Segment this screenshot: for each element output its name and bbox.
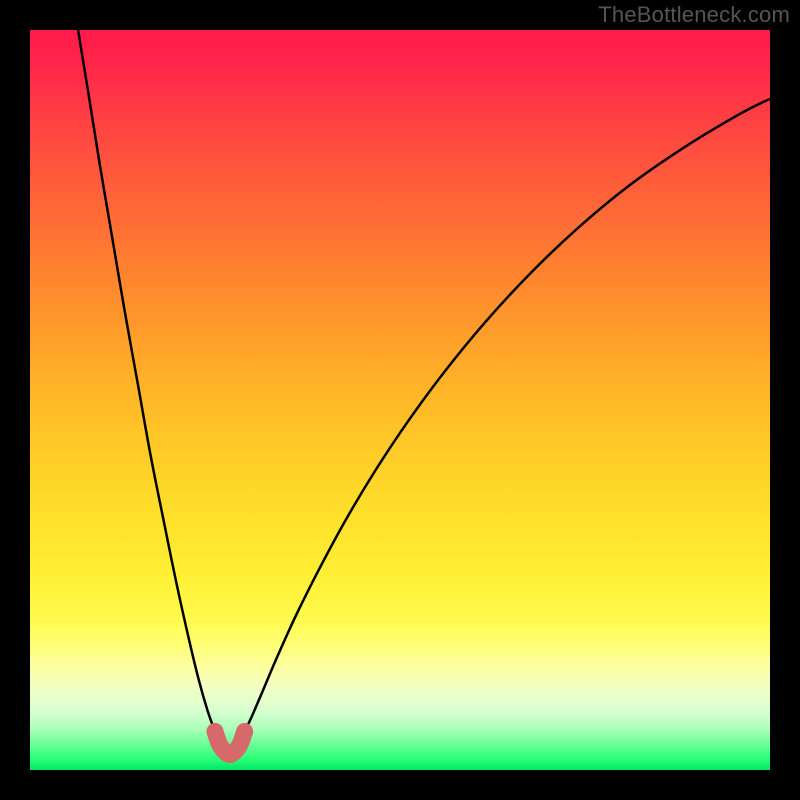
valley-marker-dots [207, 723, 254, 740]
plot-area [30, 30, 770, 770]
curve-right-branch [245, 99, 770, 732]
bottleneck-chart [30, 30, 770, 770]
watermark-text: TheBottleneck.com [598, 2, 790, 28]
curve-left-branch [78, 30, 215, 732]
